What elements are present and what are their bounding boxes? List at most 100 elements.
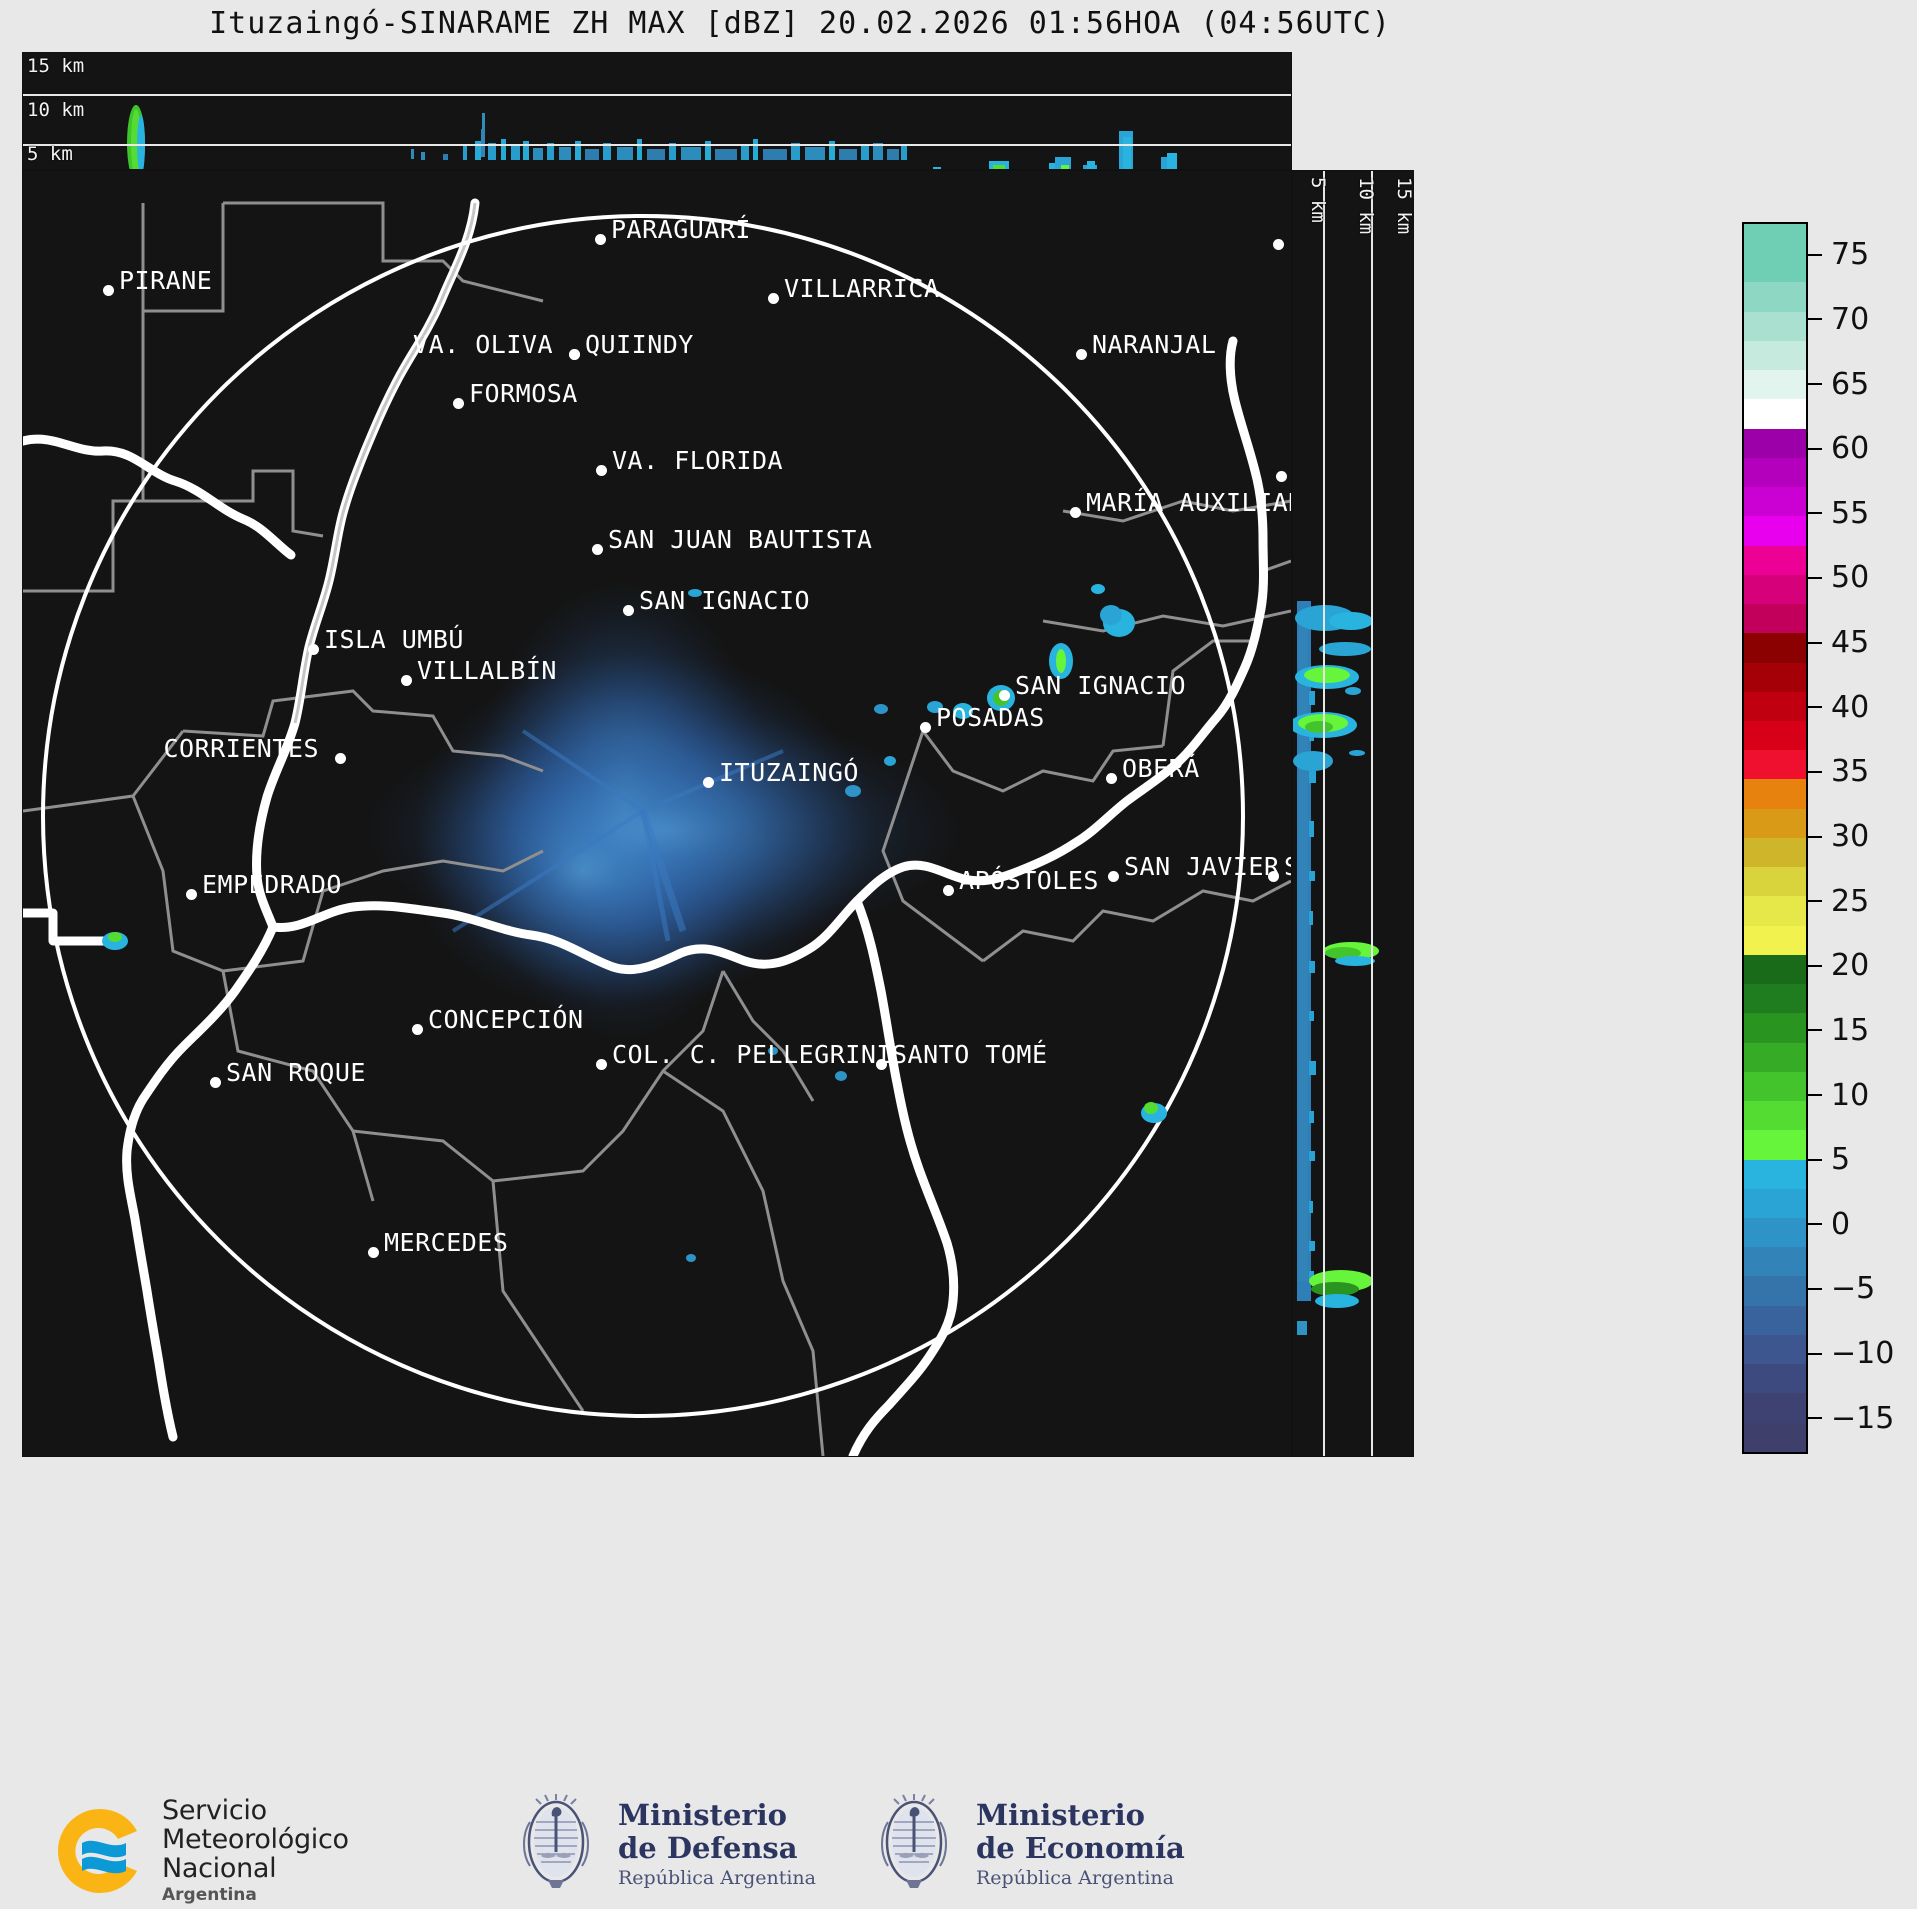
argentina-coat-of-arms-icon-2 [881, 1794, 947, 1888]
city-dot-icon [186, 889, 197, 900]
colorbar-tick-label: 15 [1831, 1012, 1870, 1048]
colorbar-tick-label: 50 [1831, 560, 1870, 596]
colorbar-tick-40: 40 [1806, 690, 1869, 725]
city-dot-icon [596, 1059, 607, 1070]
economia-line-1: Ministerio [976, 1798, 1146, 1833]
city-dot-icon [401, 675, 412, 686]
colorbar-segment-9 [1744, 487, 1806, 517]
city-label: POSADAS [936, 703, 1045, 732]
colorbar-segment-38 [1744, 1334, 1806, 1365]
colorbar-segment-19 [1744, 779, 1806, 809]
city-label: MARÍA AUXILIADORA [1086, 488, 1291, 517]
city-label: COL. C. PELLEGRINI [612, 1040, 892, 1069]
colorbar-segment-24 [1744, 925, 1806, 955]
colorbar-segment-2 [1744, 282, 1806, 312]
smn-line-3: Nacional [162, 1853, 277, 1885]
city-label: VILLALBÍN [417, 656, 557, 685]
city-dot-icon [453, 398, 464, 409]
colorbar-tick-label: −15 [1831, 1400, 1895, 1436]
colorbar-tick-label: 5 [1831, 1142, 1851, 1178]
colorbar-segment-1 [1744, 253, 1806, 283]
xsection-label-15km: 15 km [27, 55, 85, 77]
colorbar-tick-label: −10 [1831, 1336, 1895, 1372]
city-label: SAN JAVIER [1124, 852, 1280, 881]
city-dot-icon [1070, 507, 1081, 518]
city-dot-icon [412, 1024, 423, 1035]
city-label: SAN JUAN BAUTISTA [608, 525, 873, 554]
colorbar-segment-34 [1744, 1217, 1806, 1248]
colorbar-tick-label: 0 [1831, 1206, 1851, 1242]
xsection-label-5km: 5 km [27, 143, 73, 165]
colorbar-tick-65: 65 [1806, 367, 1869, 402]
colorbar-segment-14 [1744, 633, 1806, 663]
colorbar-segment-13 [1744, 604, 1806, 634]
colorbar-tick-45: 45 [1806, 625, 1869, 660]
colorbar-segment-8 [1744, 457, 1806, 488]
colorbar-tick-mark [1806, 1029, 1822, 1032]
smn-line-2: Meteorológico [162, 1824, 349, 1856]
smn-logo-icon [57, 1808, 137, 1893]
right-xsection-label-15km: 15 km [1393, 177, 1414, 235]
colorbar-tick-50: 50 [1806, 560, 1869, 595]
colorbar-segment-7 [1744, 428, 1806, 458]
colorbar-segment-17 [1744, 720, 1806, 751]
colorbar-tick-label: 35 [1831, 754, 1870, 790]
colorbar-tick-mark [1806, 1352, 1822, 1355]
colorbar-tick-mark [1806, 706, 1822, 709]
ministerio-economia-text: Ministerio de Economía República Argenti… [976, 1799, 1185, 1889]
colorbar-segment-21 [1744, 837, 1806, 868]
dbz-colorbar [1742, 222, 1808, 1454]
city-dot-icon [308, 644, 319, 655]
colorbar-tick-label: 25 [1831, 883, 1870, 919]
page-title: Ituzaingó-SINARAME ZH MAX [dBZ] 20.02.20… [209, 6, 1391, 41]
colorbar-segment-3 [1744, 311, 1806, 341]
colorbar-tick-mark [1806, 770, 1822, 773]
right-height-crosssection-panel: 5 km 10 km 15 km [1292, 170, 1414, 1457]
colorbar-tick-35: 35 [1806, 754, 1869, 789]
city-label: MERCEDES [384, 1228, 509, 1257]
radar-plan-view-map[interactable]: PIRANE PARAGUARÍ VILLARRICA NARANJAL PUERTO Q… [22, 170, 1292, 1457]
colorbar-tick-mark [1806, 964, 1822, 967]
xsection-label-10km: 10 km [27, 99, 85, 121]
argentina-coat-of-arms-icon [523, 1794, 589, 1888]
right-xsection-echo-canvas [1293, 601, 1379, 1335]
city-dot-icon [368, 1247, 379, 1258]
colorbar-tick-label: 65 [1831, 366, 1870, 402]
colorbar-segment-40 [1744, 1393, 1806, 1423]
colorbar-tick-mark [1806, 253, 1822, 256]
economia-line-2: de Economía [976, 1830, 1185, 1865]
smn-line-4: Argentina [162, 1885, 257, 1906]
city-dot-icon [876, 1059, 887, 1070]
colorbar-tick-mark [1806, 835, 1822, 838]
top-height-crosssection-panel: 15 km 10 km 5 km [22, 52, 1292, 170]
smn-logo-text: Servicio Meteorológico Nacional Argentin… [162, 1796, 349, 1906]
city-label: CORRIENTES [163, 734, 319, 763]
city-dot-icon [999, 690, 1010, 701]
colorbar-segment-10 [1744, 516, 1806, 546]
colorbar-tick-30: 30 [1806, 819, 1869, 854]
economia-line-3: República Argentina [976, 1866, 1174, 1889]
city-dot-icon [103, 285, 114, 296]
city-label: PARAGUARÍ [611, 215, 751, 244]
colorbar-tick-25: 25 [1806, 884, 1869, 919]
colorbar-segment-22 [1744, 867, 1806, 897]
colorbar-segment-31 [1744, 1130, 1806, 1160]
city-label: SANTO TOMÉ [892, 1040, 1048, 1069]
colorbar-tick-5: 5 [1806, 1142, 1850, 1177]
colorbar-tick-mark [1806, 576, 1822, 579]
colorbar-tick-mark [1806, 383, 1822, 386]
city-label: FORMOSA [469, 379, 578, 408]
city-dot-icon [1273, 239, 1284, 250]
city-dot-icon [596, 465, 607, 476]
city-dot-icon [335, 753, 346, 764]
colorbar-tick-label: −5 [1831, 1271, 1876, 1307]
colorbar-tick-mark [1806, 512, 1822, 515]
city-dot-icon [943, 885, 954, 896]
colorbar-tick-20: 20 [1806, 948, 1869, 983]
colorbar-tick-mark [1806, 318, 1822, 321]
colorbar-segment-6 [1744, 399, 1806, 429]
colorbar-segment-39 [1744, 1364, 1806, 1394]
colorbar-segment-29 [1744, 1071, 1806, 1102]
colorbar-tick-10: 10 [1806, 1078, 1869, 1113]
colorbar-tick-label: 40 [1831, 689, 1870, 725]
